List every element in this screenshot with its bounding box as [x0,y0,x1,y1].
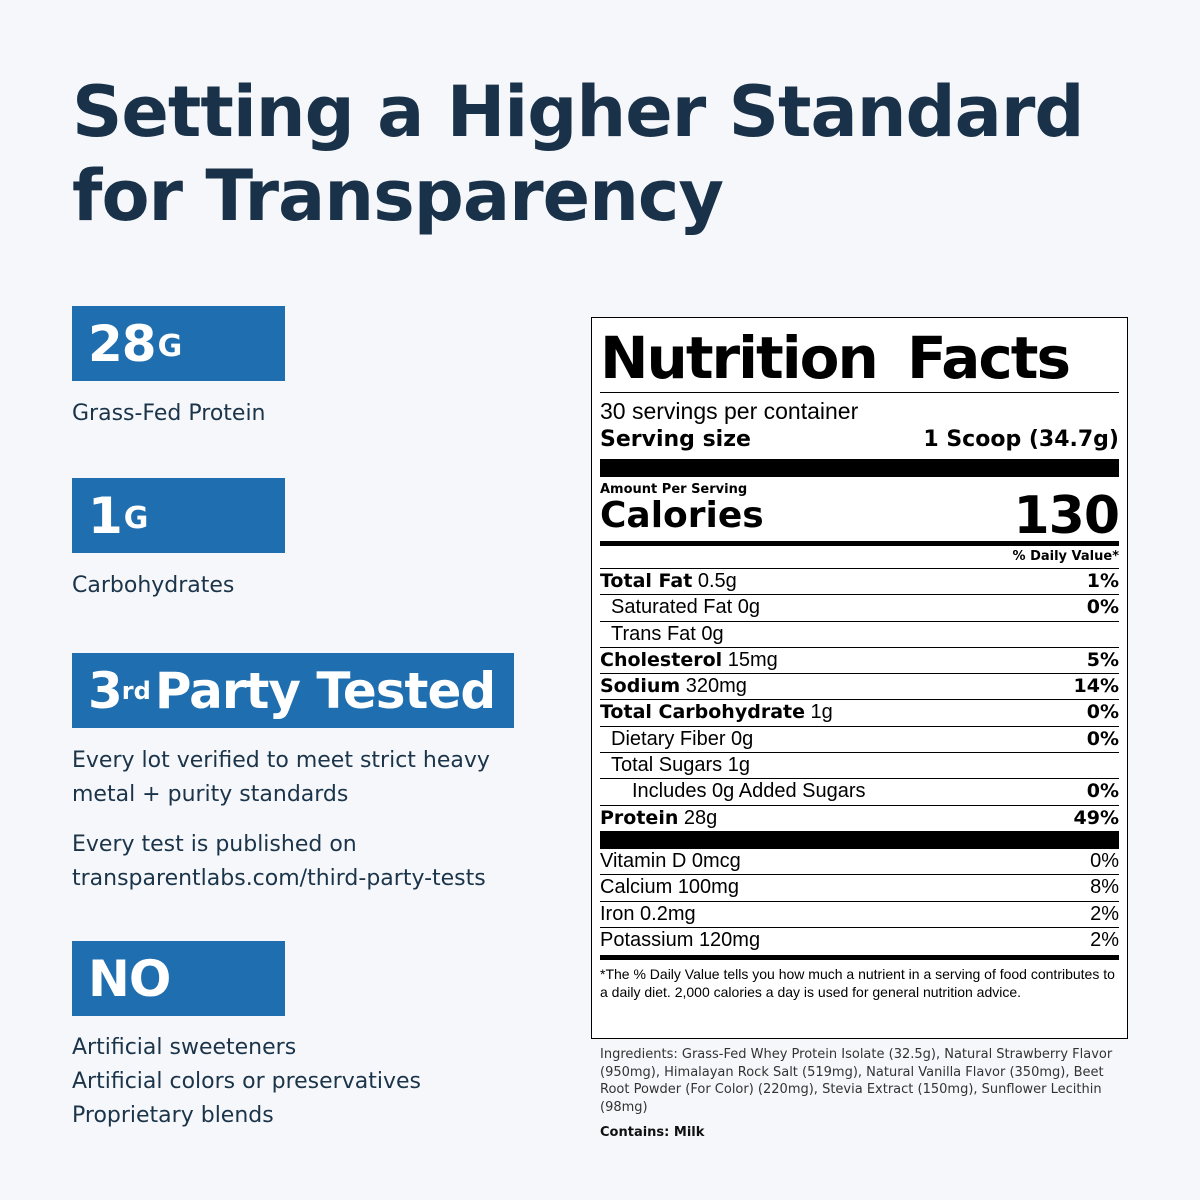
nutrient-row: Dietary Fiber 0g 0% [600,725,1119,752]
third-party-prefix: 3 [88,661,123,720]
carbs-caption: Carbohydrates [72,573,235,598]
divider [600,459,1119,477]
protein-unit: G [157,329,183,364]
calories-label: Calories [600,495,764,536]
amount-per-serving: Amount Per Serving [600,482,748,497]
third-party-description: Every lot verified to meet strict heavy … [72,744,490,812]
no-item: Artificial sweeteners [72,1035,297,1060]
page-title: Setting a Higher Standard for Transparen… [72,70,1152,238]
third-party-rest: Party Tested [154,661,496,720]
divider [600,955,1119,961]
protein-caption: Grass-Fed Protein [72,401,266,426]
ingredients-text: Ingredients: Grass-Fed Whey Protein Isol… [600,1047,1113,1115]
vitamin-row: Potassium 120mg 2% [600,926,1119,953]
serving-size-value: 1 Scoop (34.7g) [923,427,1119,452]
servings-per-container: 30 servings per container [600,398,859,424]
nutrient-row: Trans Fat 0g [600,620,1119,647]
serving-size-row: Serving size 1 Scoop (34.7g) [600,425,1119,459]
vitamin-row: Calcium 100mg 8% [600,874,1119,900]
third-party-desc-line-1: Every lot verified to meet strict heavy [72,748,490,773]
published-url: transparentlabs.com/third-party-tests [72,866,486,891]
third-party-published: Every test is published on transparentla… [72,828,486,896]
third-party-desc-line-2: metal + purity standards [72,782,349,807]
nutrient-row: Saturated Fat 0g 0% [600,594,1119,620]
daily-value-footnote: *The % Daily Value tells you how much a … [600,966,1115,1000]
protein-badge: 28 G [72,306,285,381]
nutrient-row: Cholesterol 15mg 5% [600,646,1119,673]
serving-size-label: Serving size [600,427,751,452]
nutrient-row: Total Fat 0.5g 1% [600,568,1119,594]
nutrient-row: Sodium 320mg 14% [600,673,1119,699]
title-line-1: Setting a Higher Standard [72,71,1085,153]
no-list: Artificial sweeteners Artificial colors … [72,1031,421,1133]
nutrient-row: Total Carbohydrate 1g 0% [600,699,1119,725]
title-line-2: for Transparency [72,155,724,237]
vitamin-row: Vitamin D 0mcg 0% [600,849,1119,872]
no-item: Proprietary blends [72,1103,274,1128]
nutrient-row: Total Sugars 1g [600,752,1119,778]
nutrition-facts-panel: Nutrition Facts 30 servings per containe… [591,317,1128,1039]
calories-row: Calories 130 [600,486,1120,546]
no-label: NO [88,949,171,1008]
nutrition-facts-title: Nutrition Facts [600,324,1071,392]
daily-value-header: % Daily Value* [1012,549,1119,564]
divider [600,830,1119,849]
carbs-value: 1 [88,486,123,545]
no-badge: NO [72,941,285,1016]
protein-value: 28 [88,314,157,373]
calories-value: 130 [1013,486,1120,546]
divider [600,541,1119,546]
vitamin-row: Iron 0.2mg 2% [600,900,1119,927]
carbs-unit: G [123,501,149,536]
no-item: Artificial colors or preservatives [72,1069,421,1094]
third-party-sup: rd [121,676,151,705]
nutrient-row: Protein 28g 49% [600,804,1119,831]
nutrient-row: Includes 0g Added Sugars 0% [600,778,1119,804]
published-line-1: Every test is published on [72,832,357,857]
allergen-statement: Contains: Milk [600,1125,705,1140]
